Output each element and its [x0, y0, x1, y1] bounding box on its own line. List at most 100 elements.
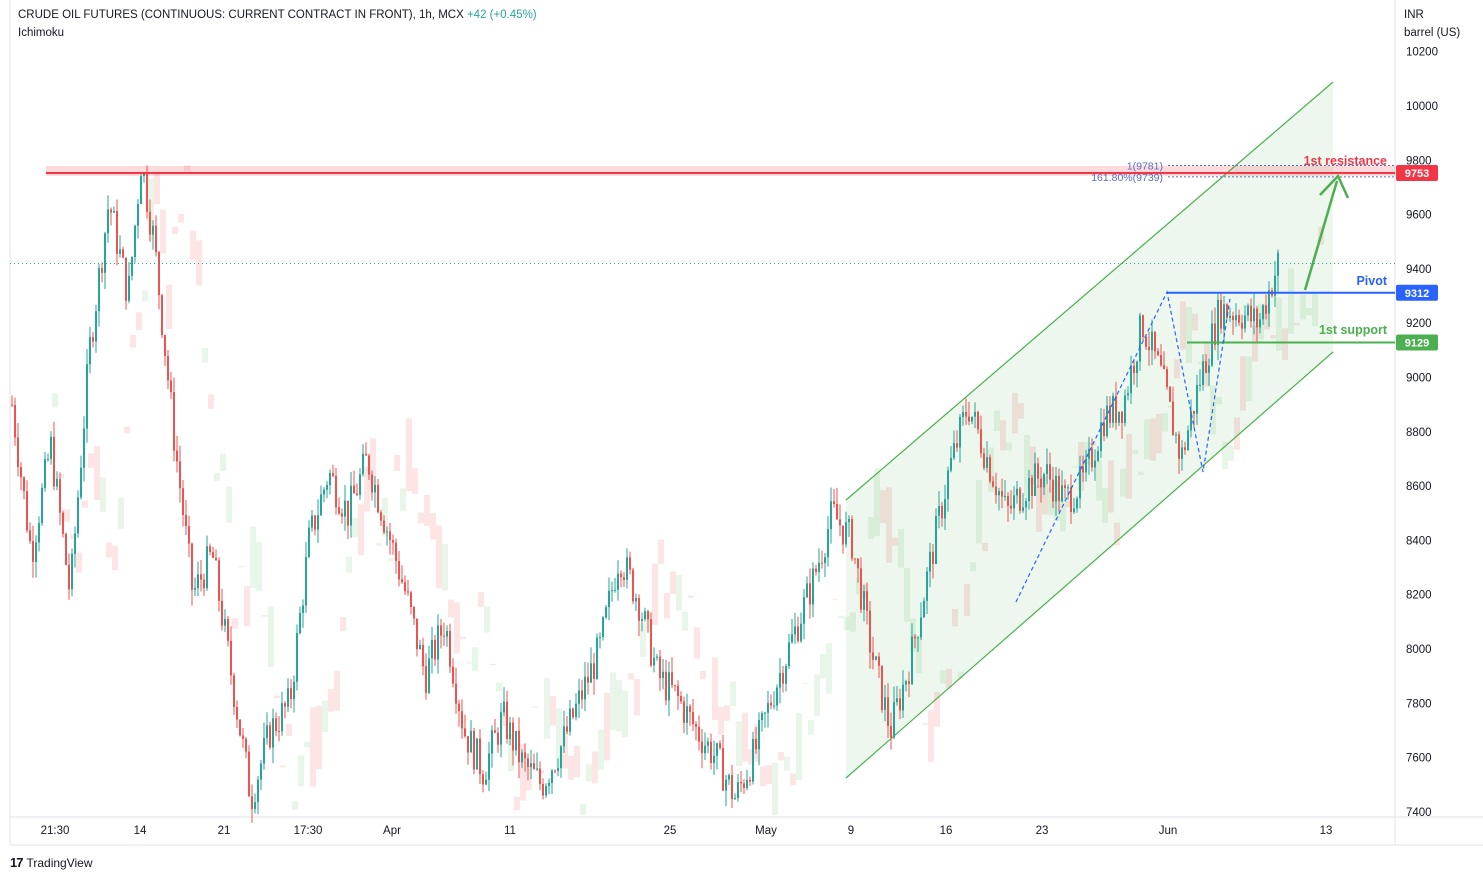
candle-body	[728, 775, 730, 780]
cloud-segment	[418, 512, 424, 524]
cloud-segment	[784, 756, 790, 771]
candle-body	[515, 730, 517, 751]
cloud-segment	[604, 692, 610, 761]
candle-body	[818, 562, 820, 572]
candle-body	[1247, 305, 1249, 316]
candle-body	[599, 637, 601, 639]
candle-body	[1100, 422, 1102, 452]
cloud-segment	[1024, 435, 1030, 497]
candle-body	[74, 533, 76, 554]
cloud-segment	[520, 744, 526, 801]
y-tick-label: 7800	[1406, 698, 1432, 710]
y-tick-label: 9200	[1406, 318, 1432, 330]
cloud-segment	[286, 723, 292, 737]
candle-body	[89, 337, 91, 365]
candle-body	[215, 557, 217, 561]
cloud-segment	[448, 599, 454, 618]
cloud-segment	[532, 706, 538, 708]
tradingview-footer[interactable]: 17 TradingView	[10, 855, 93, 870]
cloud-segment	[730, 681, 736, 707]
cloud-segment	[316, 705, 322, 770]
candle-body	[482, 774, 484, 785]
x-tick-label: 17:30	[294, 825, 323, 837]
candle-body	[821, 562, 823, 564]
candle-body	[221, 600, 223, 626]
candle-body	[698, 726, 700, 742]
cloud-segment	[478, 592, 484, 607]
candle-body	[875, 656, 877, 660]
candle-body	[503, 701, 505, 713]
candle-body	[731, 775, 733, 800]
candle-body	[965, 412, 967, 417]
candle-body	[803, 597, 805, 624]
candle-body	[764, 712, 766, 714]
candle-body	[710, 741, 712, 763]
candle-body	[767, 702, 769, 713]
candle-body	[959, 417, 961, 448]
support-price-tag-label: 9129	[1405, 337, 1429, 349]
candle-body	[521, 752, 523, 763]
candle-body	[284, 703, 286, 707]
cloud-segment	[658, 539, 664, 564]
cloud-segment	[130, 334, 136, 348]
candle-body	[815, 568, 817, 572]
cloud-segment	[580, 804, 586, 815]
y-tick-label: 8600	[1406, 481, 1432, 493]
candle-body	[38, 523, 40, 543]
cloud-segment	[970, 562, 976, 572]
cloud-segment	[694, 627, 700, 659]
candle-body	[302, 605, 304, 613]
cloud-segment	[226, 486, 232, 523]
cloud-segment	[994, 410, 1000, 432]
candle-body	[1115, 395, 1117, 423]
candle-body	[443, 635, 445, 637]
indicator-label[interactable]: Ichimoku	[18, 27, 65, 39]
cloud-segment	[154, 173, 160, 205]
candle-body	[1046, 464, 1048, 475]
candle-body	[584, 676, 586, 700]
candle-body	[1235, 315, 1237, 321]
candle-body	[1265, 305, 1267, 314]
candle-body	[1067, 487, 1069, 489]
candle-body	[1040, 478, 1042, 488]
candle-body	[122, 249, 124, 258]
cloud-segment	[1270, 335, 1276, 339]
candle-body	[638, 597, 640, 621]
candle-body	[35, 542, 37, 562]
candle-body	[1241, 322, 1243, 329]
candle-body	[746, 780, 748, 788]
cloud-segment	[982, 542, 988, 552]
candle-body	[1160, 355, 1162, 366]
candle-body	[668, 672, 670, 701]
channel-upper-line	[845, 81, 1334, 501]
candle-body	[788, 642, 790, 667]
candle-body	[479, 738, 481, 775]
cloud-segment	[304, 742, 310, 748]
candle-body	[824, 557, 826, 564]
candle-body	[71, 553, 73, 590]
cloud-segment	[1234, 417, 1240, 450]
candle-body	[338, 507, 340, 514]
candle-body	[695, 724, 697, 727]
candle-body	[1250, 305, 1252, 322]
candle-body	[881, 665, 883, 710]
candle-body	[620, 573, 622, 578]
candle-body	[47, 459, 49, 461]
cloud-segment	[208, 394, 214, 409]
cloud-segment	[1072, 466, 1078, 468]
candle-body	[257, 779, 259, 803]
candle-body	[227, 618, 229, 641]
cloud-segment	[100, 477, 106, 512]
candle-body	[605, 607, 607, 618]
candle-body	[197, 574, 199, 589]
candle-body	[293, 681, 295, 699]
candle-body	[947, 470, 949, 500]
cloud-segment	[712, 657, 718, 720]
candle-body	[953, 443, 955, 458]
cloud-segment	[1084, 442, 1090, 466]
candle-body	[161, 295, 163, 336]
candle-body	[98, 268, 100, 312]
projection-arrow-head	[1319, 173, 1350, 199]
cloud-segment	[838, 615, 844, 619]
